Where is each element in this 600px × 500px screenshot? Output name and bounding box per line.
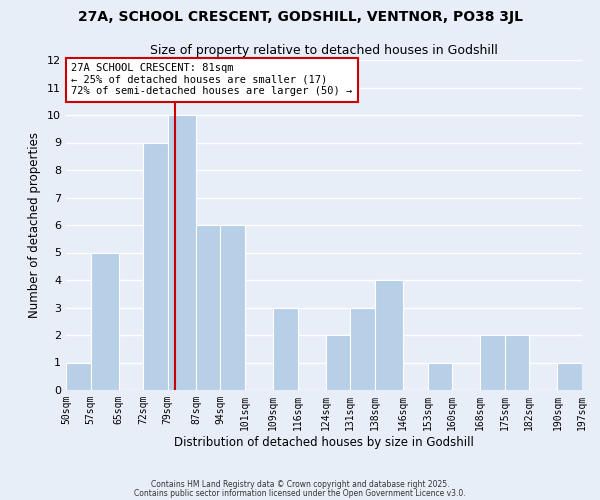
- Bar: [350, 308, 375, 390]
- Bar: [220, 225, 245, 390]
- Text: 27A SCHOOL CRESCENT: 81sqm
← 25% of detached houses are smaller (17)
72% of semi: 27A SCHOOL CRESCENT: 81sqm ← 25% of deta…: [71, 64, 352, 96]
- Bar: [326, 335, 350, 390]
- Bar: [375, 280, 403, 390]
- X-axis label: Distribution of detached houses by size in Godshill: Distribution of detached houses by size …: [174, 436, 474, 448]
- Bar: [66, 362, 91, 390]
- Y-axis label: Number of detached properties: Number of detached properties: [28, 132, 41, 318]
- Text: Contains public sector information licensed under the Open Government Licence v3: Contains public sector information licen…: [134, 489, 466, 498]
- Title: Size of property relative to detached houses in Godshill: Size of property relative to detached ho…: [150, 44, 498, 58]
- Bar: [196, 225, 220, 390]
- Bar: [557, 362, 582, 390]
- Bar: [91, 252, 119, 390]
- Bar: [480, 335, 505, 390]
- Bar: [428, 362, 452, 390]
- Bar: [505, 335, 529, 390]
- Text: Contains HM Land Registry data © Crown copyright and database right 2025.: Contains HM Land Registry data © Crown c…: [151, 480, 449, 489]
- Bar: [168, 115, 196, 390]
- Bar: [143, 142, 168, 390]
- Text: 27A, SCHOOL CRESCENT, GODSHILL, VENTNOR, PO38 3JL: 27A, SCHOOL CRESCENT, GODSHILL, VENTNOR,…: [77, 10, 523, 24]
- Bar: [273, 308, 298, 390]
